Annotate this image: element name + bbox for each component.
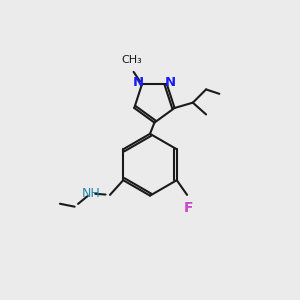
Text: N: N bbox=[165, 76, 176, 89]
Text: NH: NH bbox=[82, 187, 100, 200]
Text: N: N bbox=[133, 76, 144, 89]
Text: F: F bbox=[184, 201, 193, 215]
Text: CH₃: CH₃ bbox=[121, 55, 142, 64]
